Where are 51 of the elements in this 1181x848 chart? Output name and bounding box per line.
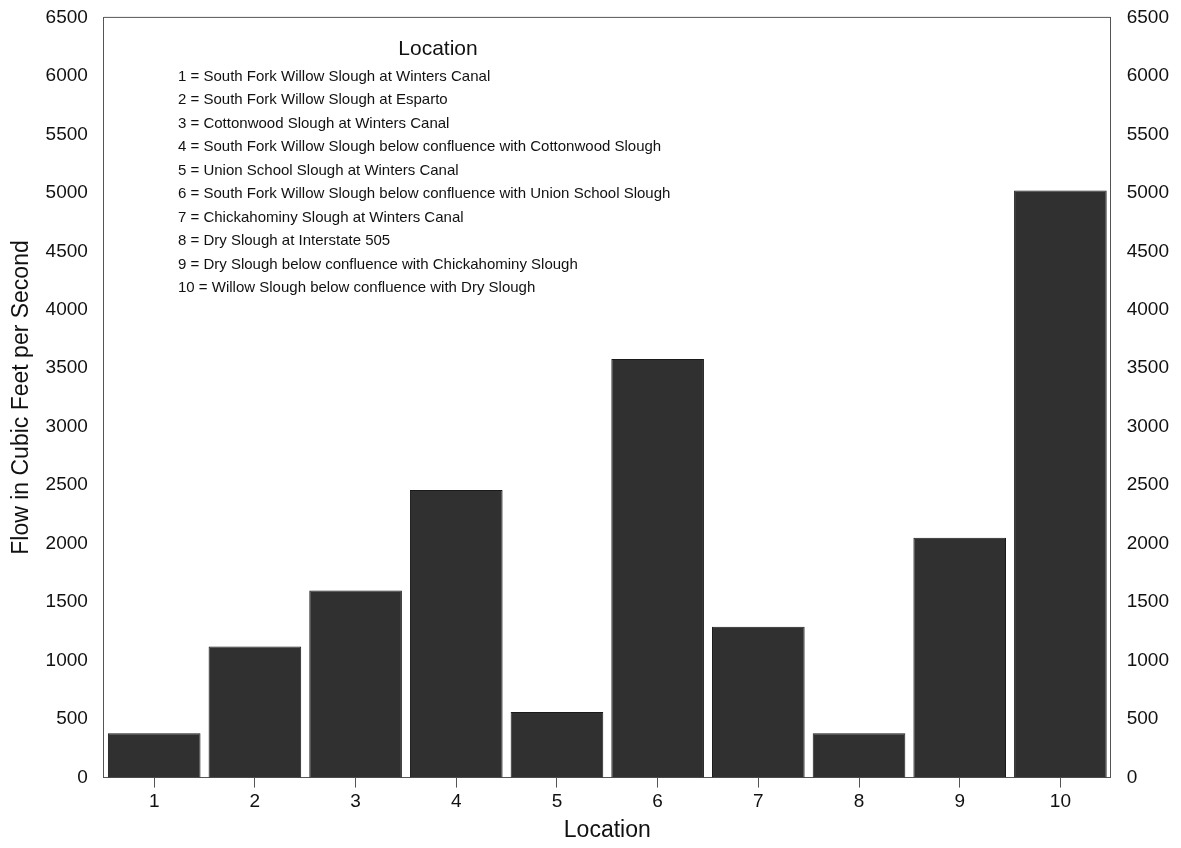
y2-tick-label: 4000 xyxy=(1126,298,1170,320)
x-tick-label: 4 xyxy=(450,790,462,812)
y-tick-label: 2500 xyxy=(45,473,88,495)
x-tick-label: 10 xyxy=(1049,790,1071,812)
y2-tick-label: 4500 xyxy=(1126,239,1170,261)
x-tick-label: 2 xyxy=(249,790,261,812)
y2-tick-label: 1500 xyxy=(1126,590,1170,612)
y2-tick-label: 5000 xyxy=(1126,181,1170,203)
x-tick-label: 6 xyxy=(652,790,663,812)
y-tick-label: 3000 xyxy=(45,414,88,436)
y2-tick-label: 6500 xyxy=(1126,5,1170,27)
x-tick-label: 5 xyxy=(551,790,563,812)
y2-tick-label: 1000 xyxy=(1126,648,1170,670)
y-tick-label: 5000 xyxy=(45,181,88,203)
x-tick-label: 3 xyxy=(350,790,361,812)
y2-tick-label: 3000 xyxy=(1126,414,1170,436)
y2-tick-label: 2000 xyxy=(1126,531,1170,553)
y-tick-label: 1000 xyxy=(45,648,88,670)
annotation: 1 = South Fork Willow Slough at Winters Canal xyxy=(178,65,492,86)
x-axis-title: Location xyxy=(563,815,651,842)
annotation: 5 = Union School Slough at Winters Canal xyxy=(178,159,460,180)
y2-tick-label: 2500 xyxy=(1126,473,1170,495)
annotation: 8 = Dry Slough at Interstate 505 xyxy=(178,230,392,250)
y-tick-label: 6500 xyxy=(45,5,88,27)
y2-tick-label: 0 xyxy=(1126,765,1138,787)
annotation: 6 = South Fork Willow Slough below confluence with Union School Slough xyxy=(178,183,672,203)
y-tick-label: 1500 xyxy=(45,590,88,612)
y-tick-label: 500 xyxy=(56,707,88,729)
annotation: 3 = Cottonwood Slough at Winters Canal xyxy=(178,112,451,133)
y-tick-label: 3500 xyxy=(45,356,88,378)
annotation: 10 = Willow Slough below confluence with Dry Slough xyxy=(178,277,537,297)
y-axis-title: Flow in Cubic Feet per Second xyxy=(7,240,34,555)
y-tick-label: 6000 xyxy=(45,64,88,86)
y-tick-label: 2000 xyxy=(45,531,88,553)
y2-tick-label: 500 xyxy=(1126,707,1159,729)
annotation: Location xyxy=(397,36,479,60)
x-tick-label: 1 xyxy=(148,790,160,812)
y-tick-label: 0 xyxy=(77,765,88,787)
x-tick-label: 9 xyxy=(954,790,965,812)
y-tick-label: 4500 xyxy=(45,239,88,261)
annotation: 4 = South Fork Willow Slough below confluence with Cottonwood Slough xyxy=(178,136,663,156)
y2-tick-label: 6000 xyxy=(1126,64,1170,86)
y2-tick-label: 5500 xyxy=(1126,122,1170,144)
annotation: 9 = Dry Slough below confluence with Chickahominy Slough xyxy=(178,253,579,274)
annotation: 7 = Chickahominy Slough at Winters Canal xyxy=(178,206,465,227)
y-tick-label: 5500 xyxy=(45,122,88,144)
annotation: 2 = South Fork Willow Slough at Esparto xyxy=(178,89,449,109)
y2-tick-label: 3500 xyxy=(1126,356,1170,378)
x-tick-label: 8 xyxy=(853,790,865,812)
x-tick-label: 7 xyxy=(753,790,764,812)
y-tick-label: 4000 xyxy=(45,298,88,320)
